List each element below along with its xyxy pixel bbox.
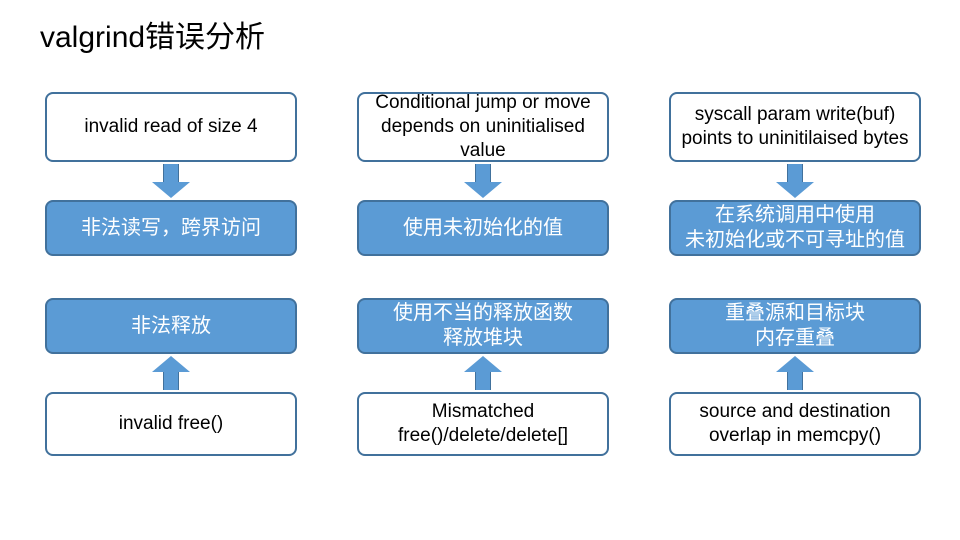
box-wrong-free-func: 使用不当的释放函数释放堆块 — [357, 298, 609, 354]
cell-r5c2: 使用不当的释放函数释放堆块 — [357, 298, 609, 354]
box-overlap: 重叠源和目标块内存重叠 — [669, 298, 921, 354]
box-invalid-read: invalid read of size 4 — [45, 92, 297, 162]
cell-r3c1: 非法读写，跨界访问 — [45, 200, 297, 256]
cell-r3c3: 在系统调用中使用未初始化或不可寻址的值 — [669, 200, 921, 256]
cell-r1c3: syscall param write(buf) points to unini… — [669, 92, 921, 162]
cell-r7c3: source and destination overlap in memcpy… — [669, 392, 921, 456]
arrow-down-2 — [357, 162, 609, 200]
cell-r1c2: Conditional jump or move depends on unin… — [357, 92, 609, 162]
box-uninit-value: 使用未初始化的值 — [357, 200, 609, 256]
spacer-1 — [45, 256, 297, 298]
diagram-grid: invalid read of size 4 Conditional jump … — [45, 92, 922, 456]
cell-r5c3: 重叠源和目标块内存重叠 — [669, 298, 921, 354]
cell-r1c1: invalid read of size 4 — [45, 92, 297, 162]
arrow-up-1 — [45, 354, 297, 392]
spacer-3 — [669, 256, 921, 298]
cell-r7c1: invalid free() — [45, 392, 297, 456]
page-title: valgrind错误分析 — [40, 12, 265, 56]
cell-r3c2: 使用未初始化的值 — [357, 200, 609, 256]
arrow-up-2 — [357, 354, 609, 392]
arrow-down-3 — [669, 162, 921, 200]
box-invalid-free: invalid free() — [45, 392, 297, 456]
box-illegal-rw: 非法读写，跨界访问 — [45, 200, 297, 256]
box-mismatched-free: Mismatched free()/delete/delete[] — [357, 392, 609, 456]
box-syscall-param: syscall param write(buf) points to unini… — [669, 92, 921, 162]
arrow-down-1 — [45, 162, 297, 200]
arrow-up-3 — [669, 354, 921, 392]
box-conditional-jump: Conditional jump or move depends on unin… — [357, 92, 609, 162]
cell-r5c1: 非法释放 — [45, 298, 297, 354]
box-memcpy-overlap: source and destination overlap in memcpy… — [669, 392, 921, 456]
box-syscall-uninit: 在系统调用中使用未初始化或不可寻址的值 — [669, 200, 921, 256]
spacer-2 — [357, 256, 609, 298]
box-illegal-free: 非法释放 — [45, 298, 297, 354]
cell-r7c2: Mismatched free()/delete/delete[] — [357, 392, 609, 456]
